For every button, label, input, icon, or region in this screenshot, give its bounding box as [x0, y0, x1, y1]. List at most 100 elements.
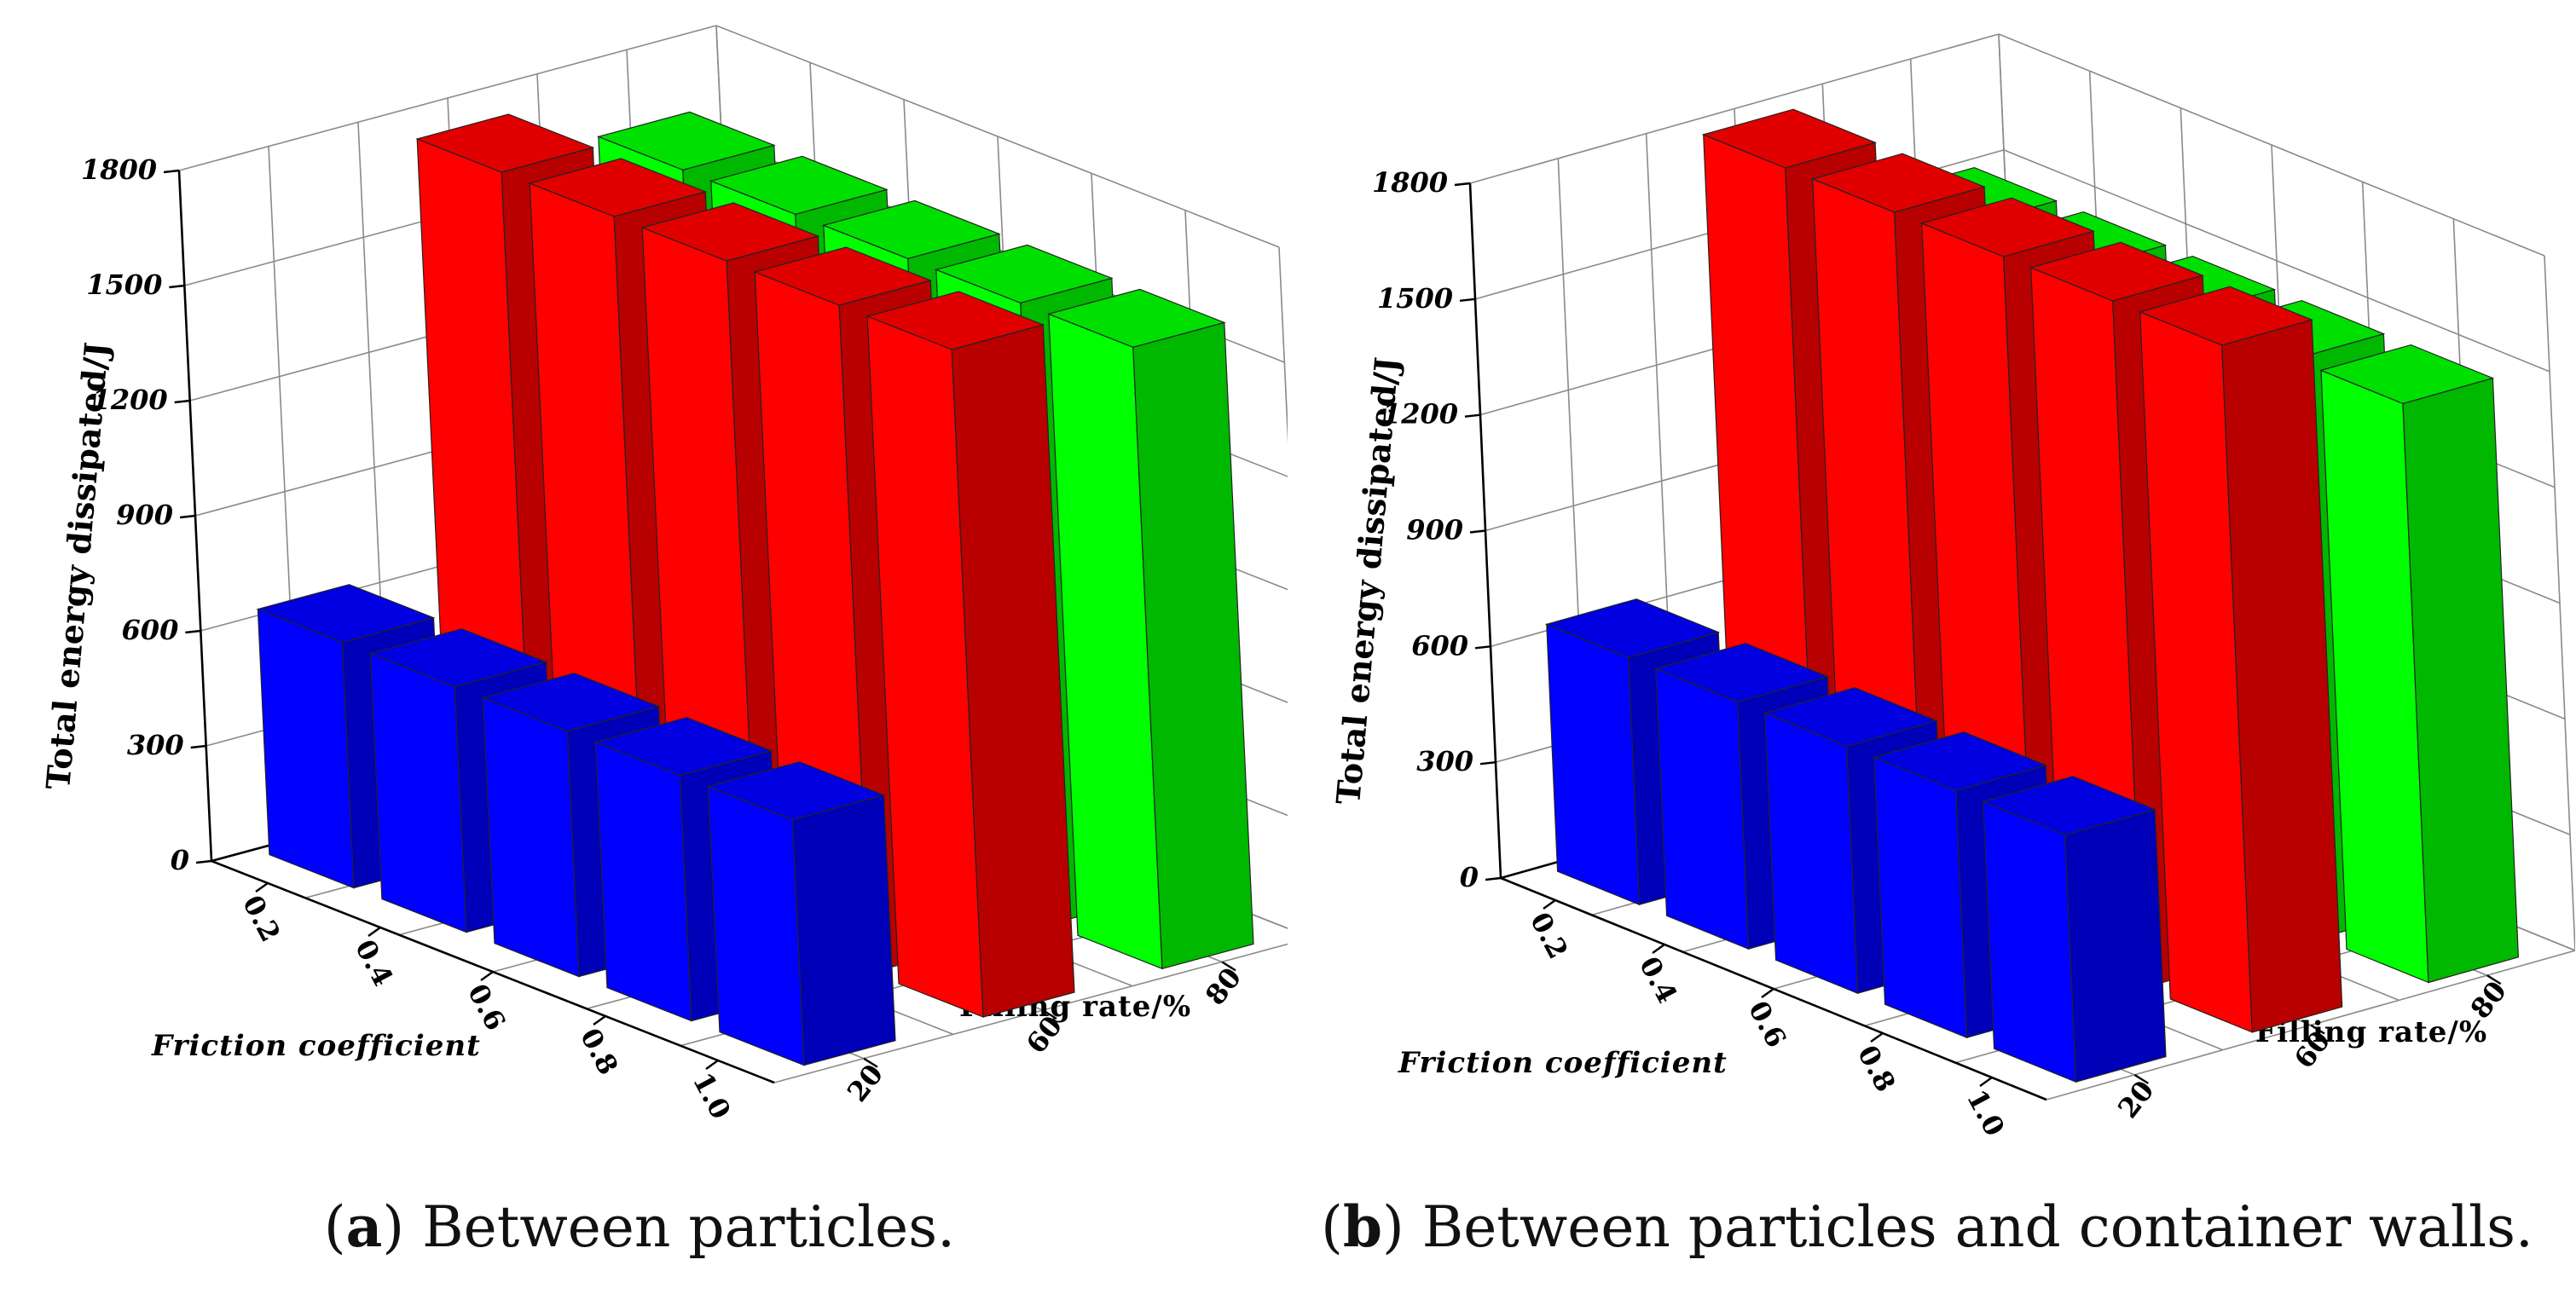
z-tick-label: 1200	[1382, 398, 1458, 430]
filling-tick	[1042, 1008, 1057, 1020]
bar-top-face	[481, 673, 661, 732]
z-tick	[1469, 529, 1486, 534]
bar-top-face	[706, 761, 886, 821]
bar-top-face	[934, 244, 1114, 303]
bar-top-face	[368, 628, 548, 688]
bar-top-face	[1981, 776, 2157, 836]
bar	[706, 761, 896, 1066]
z-tick-label: 600	[1411, 629, 1468, 662]
bar-front-face	[1655, 667, 1750, 950]
z-tick-label: 1800	[1372, 166, 1448, 199]
z-tick	[185, 629, 201, 634]
bar-top-face	[1919, 197, 2095, 257]
bars-layer	[256, 111, 1254, 1066]
friction-tick	[705, 1060, 719, 1070]
friction-tick-label: 0.4	[349, 934, 400, 991]
friction-axis-title: Friction coefficient	[1398, 1046, 1728, 1080]
friction-tick	[593, 1015, 606, 1026]
z-axis-title: Total energy dissipated/J	[1329, 355, 1406, 806]
bar-top-face	[1872, 731, 2048, 792]
bar-side-face	[791, 794, 896, 1066]
friction-tick	[1543, 899, 1556, 910]
bar-top-face	[415, 113, 595, 173]
z-tick	[163, 169, 180, 174]
bar-top-face	[596, 111, 776, 170]
bar-front-face	[1873, 756, 1968, 1039]
z-tick-label: 900	[1406, 514, 1463, 546]
friction-axis-title: Friction coefficient	[151, 1029, 481, 1063]
bar-top-face	[593, 717, 773, 777]
z-tick-label: 1200	[92, 384, 168, 416]
bar-front-face	[1983, 800, 2077, 1083]
filling-tick-label: 20	[841, 1058, 889, 1107]
friction-tick	[255, 882, 269, 893]
z-axis-title: Total energy dissipated/J	[38, 341, 116, 791]
bar	[1981, 776, 2167, 1083]
z-tick-label: 1500	[1377, 282, 1453, 315]
bar-top-face	[709, 155, 889, 215]
chart-panel-b: 0 300 600 900 1200 1500 1800 Total energy dissi…	[1329, 33, 2575, 1141]
z-tick-label: 300	[1416, 745, 1473, 777]
z-tick	[190, 744, 206, 749]
bar	[2319, 344, 2520, 984]
bar-top-face	[1763, 687, 1939, 748]
friction-tick	[1761, 988, 1774, 998]
caption-a: (a) Between particles.	[323, 1193, 956, 1260]
z-tick-label: 0	[171, 844, 189, 876]
friction-tick	[368, 927, 381, 937]
bar-top-face	[2138, 286, 2313, 346]
friction-tick	[480, 971, 494, 981]
friction-tick-label: 0.6	[1742, 996, 1793, 1053]
z-tick	[1464, 413, 1481, 418]
caption-text: Between particles and container walls.	[1421, 1194, 2533, 1260]
z-tick	[174, 399, 190, 404]
bar-top-face	[1701, 108, 1877, 169]
bar-front-face	[594, 741, 692, 1022]
bars-layer	[1544, 108, 2520, 1083]
filling-tick	[1221, 961, 1236, 972]
friction-tick-label: 0.6	[461, 979, 512, 1036]
z-tick	[1459, 298, 1476, 303]
chart-panel-a: 0 300 600 900 1200 1500 1800 Total energy dissi…	[38, 25, 1288, 1124]
friction-tick	[1979, 1077, 1993, 1087]
bar	[865, 291, 1075, 1018]
bar-front-face	[707, 785, 805, 1066]
bar-top-face	[2029, 241, 2204, 302]
bar-top-face	[528, 158, 708, 217]
bar-front-face	[482, 696, 580, 978]
z-tick	[195, 859, 212, 864]
bar-top-face	[640, 202, 820, 262]
bar-top-face	[256, 584, 436, 644]
z-tick	[1479, 760, 1496, 766]
z-tick	[1454, 182, 1471, 187]
bar-top-face	[1810, 153, 1986, 213]
z-tick	[169, 284, 185, 289]
caption-letter: b	[1342, 1193, 1382, 1260]
filling-tick	[2310, 1024, 2325, 1035]
filling-tick-label: 20	[2111, 1074, 2160, 1124]
caption-b: (b) Between particles and container wall…	[1321, 1193, 2533, 1260]
friction-tick-label: 0.8	[574, 1023, 625, 1080]
bar	[2138, 286, 2343, 1033]
bar-top-face	[1544, 598, 1721, 659]
bar-front-face	[369, 652, 467, 933]
bar-top-face	[865, 291, 1045, 350]
filling-tick	[2486, 974, 2502, 985]
bar-side-face	[2064, 808, 2167, 1083]
gridline	[2544, 255, 2575, 951]
bar-top-face	[1046, 288, 1226, 348]
friction-tick-label: 1.0	[1960, 1084, 2012, 1141]
bar-top-face	[1653, 643, 1830, 703]
z-tick-label: 300	[127, 729, 184, 761]
filling-tick	[2133, 1073, 2149, 1084]
friction-tick-label: 0.8	[1851, 1040, 1902, 1097]
z-tick	[1485, 876, 1502, 881]
bar	[1046, 288, 1254, 970]
filling-tick	[863, 1057, 878, 1068]
bar-front-face	[257, 608, 355, 889]
bar-front-face	[1764, 712, 1859, 995]
gridline	[1278, 246, 1288, 444]
bar-front-face	[1546, 623, 1641, 906]
caption-letter: a	[345, 1193, 383, 1260]
